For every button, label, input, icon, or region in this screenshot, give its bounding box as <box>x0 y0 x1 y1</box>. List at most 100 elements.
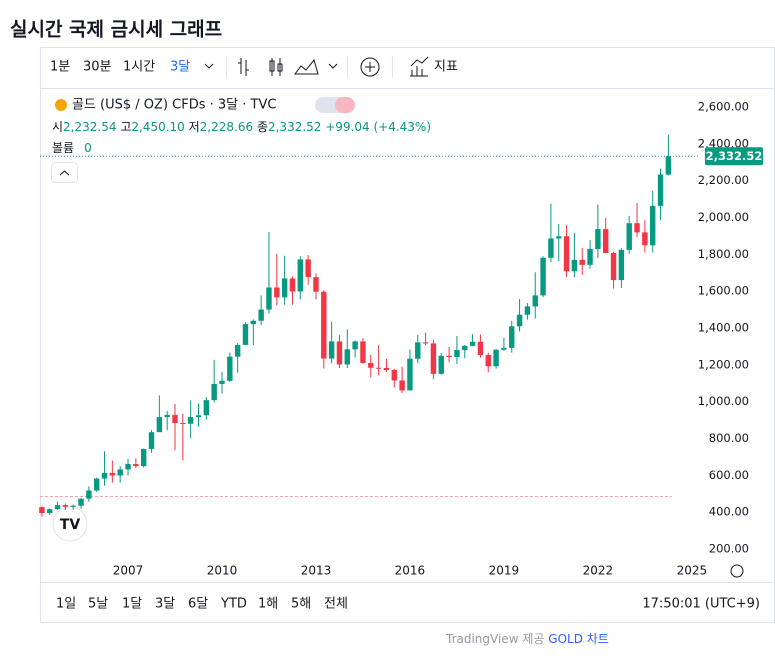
candle-body <box>117 469 123 476</box>
tv-logo[interactable] <box>52 506 88 542</box>
range-button[interactable]: 5날 <box>88 597 108 612</box>
bars-icon[interactable] <box>238 58 249 76</box>
compare-icon[interactable] <box>360 57 380 77</box>
y-tick-label: 200.00 <box>709 541 749 555</box>
compare-plus <box>365 62 375 72</box>
candle-body <box>375 367 382 369</box>
x-tick-label: 2010 <box>207 564 238 578</box>
candle-body <box>305 259 311 278</box>
candle-body <box>266 287 272 310</box>
candle-body <box>665 156 672 175</box>
candle-body <box>39 507 45 514</box>
indicators-button[interactable]: 지표 <box>434 60 458 75</box>
candle-body <box>344 349 350 365</box>
candle-body <box>642 232 648 246</box>
candle-body <box>516 314 523 327</box>
candle-body <box>430 343 437 374</box>
x-tick-label: 2022 <box>583 564 614 578</box>
candle-body <box>101 472 108 479</box>
close-prefix: 종 <box>257 120 268 134</box>
settings-icon[interactable] <box>730 564 744 578</box>
candle-body <box>86 490 92 499</box>
candle-body <box>156 417 163 433</box>
candle-body <box>462 345 468 351</box>
candle-body <box>227 356 233 381</box>
candle-body <box>313 277 319 292</box>
candle-body <box>140 448 147 467</box>
candle-body <box>195 415 202 418</box>
range-button[interactable]: 6달 <box>188 597 208 612</box>
candle-body <box>540 257 546 296</box>
candle-body <box>501 347 507 350</box>
last-price-tag <box>705 147 763 166</box>
candle-body <box>548 238 554 258</box>
range-button[interactable]: 5해 <box>291 597 311 612</box>
range-button[interactable]: 1달 <box>122 597 142 612</box>
candle-body <box>78 498 84 506</box>
toolbar: 지표 <box>204 56 458 78</box>
candle-body <box>626 223 632 250</box>
candle-body <box>415 342 421 359</box>
candle-body <box>148 432 155 449</box>
change-value: +99.04 (+4.43%) <box>325 120 431 134</box>
volume-legend: 볼륨 0 <box>52 141 92 155</box>
range-button[interactable]: 1해 <box>258 597 278 612</box>
candle-body <box>595 229 601 249</box>
candle-body <box>62 505 69 507</box>
range-button[interactable]: 3달 <box>155 597 175 612</box>
candle-body <box>422 342 429 344</box>
gold-link[interactable]: GOLD 차트 <box>548 632 609 646</box>
tv-logo-text: TV <box>60 517 81 533</box>
symbol-title: 골드 (US$ / OZ) CFDs · 3달 · TVC <box>72 98 276 113</box>
area-icon[interactable] <box>294 58 319 75</box>
range-button[interactable]: 1일 <box>56 597 76 612</box>
open-value: 2,232.54 <box>63 120 116 134</box>
candle-body <box>469 341 476 346</box>
provided: 제공 <box>522 632 544 646</box>
candle-body <box>321 291 327 359</box>
candles-icon[interactable] <box>269 58 283 76</box>
close-value: 2,332.52 <box>268 120 321 134</box>
candle-body <box>234 344 241 357</box>
candle-body <box>336 341 343 365</box>
candle-body <box>657 174 664 206</box>
interval-button[interactable]: 3달 <box>170 60 190 75</box>
interval-button[interactable]: 1분 <box>50 60 70 75</box>
candle-body <box>579 259 585 265</box>
candle-body <box>407 358 413 391</box>
range-button[interactable]: YTD <box>220 597 247 612</box>
candle-body <box>493 349 499 367</box>
interval-button[interactable]: 1시간 <box>123 60 155 75</box>
candle-body <box>242 324 249 345</box>
candle-body <box>164 414 170 418</box>
indicators-icon[interactable] <box>410 56 429 77</box>
candle-body <box>360 341 366 363</box>
interval-button[interactable]: 30분 <box>83 60 112 75</box>
candle-body <box>211 383 217 401</box>
candle-body <box>610 253 617 281</box>
candle-body <box>289 278 296 292</box>
candle-body <box>603 229 609 254</box>
y-tick-label: 2,400.00 <box>698 136 749 150</box>
collapse-button[interactable] <box>51 162 78 183</box>
candle-body <box>391 369 397 381</box>
widget-border <box>40 47 775 623</box>
candle-body <box>172 414 178 423</box>
candle-body <box>587 248 593 265</box>
candle-body <box>328 341 335 359</box>
dropdown-icon[interactable] <box>204 63 214 69</box>
candle-body <box>70 505 76 507</box>
range-button[interactable]: 전체 <box>324 597 348 612</box>
candle-body <box>383 367 390 370</box>
candle-body <box>446 355 452 358</box>
ohlc-legend: 시2,232.54 고2,450.10 저2,228.66 종2,332.52 … <box>52 120 431 134</box>
candle-body <box>399 380 405 391</box>
x-tick-label: 2013 <box>301 564 332 578</box>
y-tick-label: 2,600.00 <box>698 99 749 113</box>
candle-body <box>485 355 491 367</box>
volume-value: 0 <box>84 141 92 155</box>
volume-label: 볼륨 <box>52 141 74 155</box>
dropdown-icon[interactable] <box>328 63 338 69</box>
